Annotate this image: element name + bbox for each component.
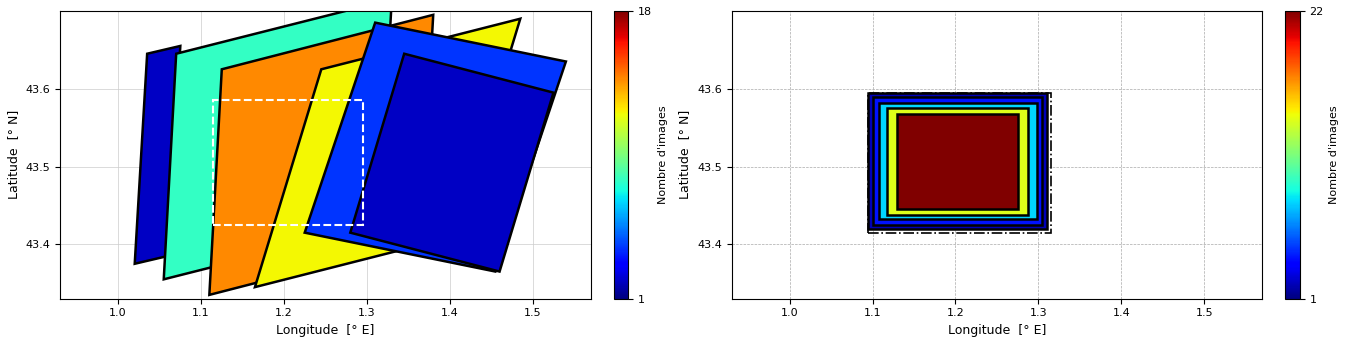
- Polygon shape: [879, 103, 1037, 219]
- Polygon shape: [872, 97, 1042, 225]
- Polygon shape: [209, 15, 433, 295]
- Y-axis label: Latitude  [° N]: Latitude [° N]: [7, 110, 20, 200]
- X-axis label: Longitude  [° E]: Longitude [° E]: [948, 324, 1046, 337]
- Y-axis label: Nombre d'images: Nombre d'images: [657, 106, 668, 204]
- X-axis label: Longitude  [° E]: Longitude [° E]: [277, 324, 374, 337]
- Y-axis label: Latitude  [° N]: Latitude [° N]: [679, 110, 691, 200]
- Polygon shape: [135, 46, 181, 264]
- Polygon shape: [255, 19, 520, 287]
- Polygon shape: [163, 0, 392, 279]
- Polygon shape: [887, 108, 1029, 215]
- Polygon shape: [868, 93, 1046, 229]
- Polygon shape: [350, 54, 554, 271]
- Polygon shape: [305, 23, 566, 271]
- Y-axis label: Nombre d'images: Nombre d'images: [1330, 106, 1339, 204]
- Polygon shape: [898, 114, 1018, 209]
